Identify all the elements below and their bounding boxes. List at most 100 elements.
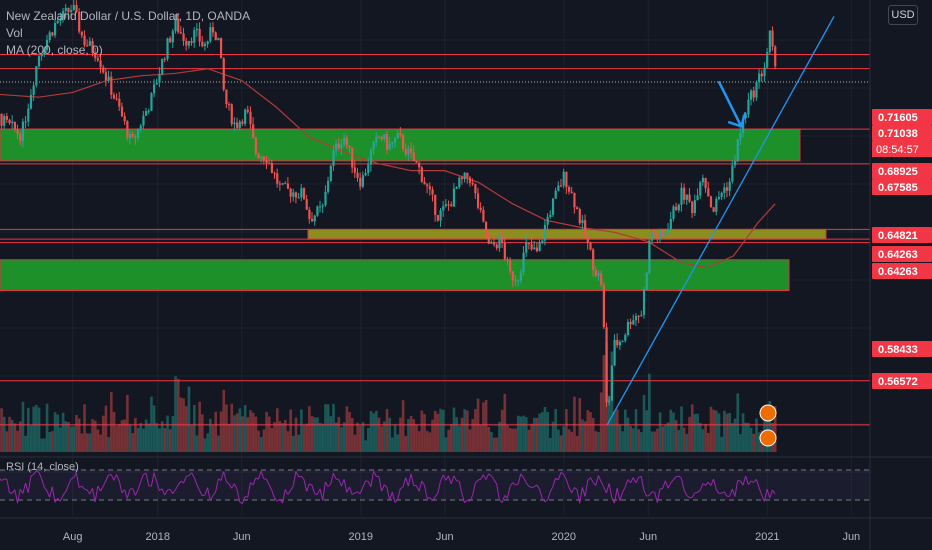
candle-body: [460, 177, 464, 180]
rsi-segment: [557, 472, 562, 481]
volume-bar: [29, 425, 33, 452]
rsi-segment: [440, 474, 444, 482]
volume-bar: [356, 422, 359, 452]
volume-bar: [134, 418, 137, 452]
rsi-segment: [407, 473, 412, 487]
rsi-segment: [467, 499, 471, 502]
rsi-segment: [485, 473, 490, 480]
candle-body: [340, 144, 343, 149]
candle-body: [27, 108, 30, 122]
candle-body: [760, 73, 763, 77]
candle-body: [201, 41, 204, 47]
volume-bar: [238, 408, 242, 452]
candle-body: [86, 45, 89, 47]
candle-body: [581, 220, 584, 224]
volume-bar: [184, 406, 188, 452]
candle-body: [193, 30, 196, 43]
chart-legend: New Zealand Dollar / U.S. Dollar, 1D, OA…: [6, 8, 250, 59]
candle-body: [543, 224, 547, 241]
volume-bar: [391, 437, 394, 452]
rsi-legend[interactable]: RSI (14, close): [6, 461, 79, 473]
candle-body: [297, 197, 300, 199]
volume-bar: [222, 389, 226, 452]
rsi-segment: [745, 475, 749, 485]
candle-body: [107, 76, 110, 81]
volume-bar: [645, 410, 649, 452]
rsi-segment: [421, 480, 425, 486]
volume-bar: [93, 420, 97, 452]
volume-bar: [45, 403, 49, 452]
candle-body: [621, 340, 624, 342]
candle-body: [669, 218, 672, 230]
candle-body: [59, 18, 62, 22]
candle-body: [270, 163, 274, 173]
volume-bar: [701, 429, 705, 452]
volume-bar: [583, 421, 587, 452]
rsi-segment: [418, 480, 423, 492]
legend-ma[interactable]: MA (200, close, 0): [6, 43, 103, 57]
rsi-segment: [616, 487, 621, 502]
candle-body: [313, 215, 316, 222]
candle-body: [134, 136, 137, 138]
price-label-text: 0.68925: [878, 166, 918, 178]
candle-body: [418, 162, 421, 168]
volume-bar: [599, 392, 603, 452]
candle-body: [209, 27, 212, 42]
candle-body: [466, 172, 469, 178]
rsi-segment: [523, 477, 527, 483]
rsi-segment: [19, 488, 24, 494]
volume-bar: [723, 410, 726, 452]
time-tick-label: Jun: [842, 531, 860, 543]
candle-body: [501, 235, 504, 243]
volume-bar: [342, 422, 346, 452]
rsi-segment: [758, 487, 763, 496]
rsi-segment: [78, 485, 83, 489]
rsi-segment: [177, 480, 182, 486]
rsi-segment: [515, 483, 519, 486]
candle-body: [659, 232, 662, 239]
candle-body: [136, 128, 140, 138]
currency-button[interactable]: USD: [888, 5, 918, 25]
rsi-segment: [223, 471, 227, 482]
candle-body: [147, 110, 150, 112]
rsi-segment: [664, 480, 669, 489]
volume-bar: [377, 417, 381, 452]
candle-body: [584, 220, 587, 237]
rsi-segment: [675, 475, 679, 478]
rsi-segment: [571, 487, 575, 494]
rsi-segment: [437, 481, 441, 494]
candle-body: [241, 121, 244, 124]
candle-body: [522, 252, 525, 273]
rsi-segment: [699, 483, 704, 491]
candle-body: [648, 240, 651, 273]
candle-body: [174, 18, 177, 32]
volume-bar: [123, 419, 126, 452]
rsi-segment: [541, 498, 546, 503]
candle-body: [35, 66, 38, 86]
rsi-segment: [477, 478, 481, 481]
candle-body: [640, 314, 643, 317]
rsi-segment: [490, 475, 495, 480]
volume-bar: [471, 419, 475, 452]
legend-volume[interactable]: Vol: [6, 26, 23, 40]
rsi-segment: [445, 475, 449, 481]
volume-bar: [118, 424, 121, 452]
candle-body: [774, 46, 777, 67]
candle-body: [608, 400, 611, 403]
legend-symbol[interactable]: New Zealand Dollar / U.S. Dollar, 1D, OA…: [6, 9, 251, 23]
candle-body: [567, 187, 571, 192]
candle-body: [198, 28, 201, 42]
candle-body: [509, 260, 512, 272]
candle-body: [262, 156, 265, 161]
candle-body: [667, 229, 670, 233]
price-label-text: 0.64263: [878, 266, 918, 278]
rsi-segment: [680, 478, 685, 491]
candle-body: [169, 38, 172, 43]
sr-zone-green: [0, 259, 790, 292]
volume-bar: [321, 423, 325, 452]
volume-bar: [685, 433, 689, 452]
rsi-segment: [113, 474, 118, 481]
volume-bar: [150, 396, 153, 452]
